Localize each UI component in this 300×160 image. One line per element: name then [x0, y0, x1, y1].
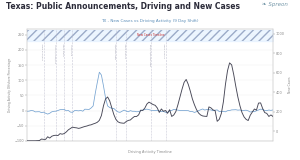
Text: Shelter In Place: Shelter In Place [43, 44, 44, 60]
Y-axis label: Driving Activity Offshore Percentage: Driving Activity Offshore Percentage [8, 58, 12, 112]
Text: ❧ Spreon: ❧ Spreon [262, 2, 288, 7]
Y-axis label: New Cases: New Cases [288, 76, 292, 93]
Text: Schools Open: Schools Open [126, 44, 127, 58]
Text: Restaurants Open: Restaurants Open [55, 44, 57, 63]
Text: New Cases Timeline: New Cases Timeline [137, 33, 165, 37]
Text: Mask Mandate Lifted: Mask Mandate Lifted [150, 44, 152, 66]
Text: Schools Open: Schools Open [165, 44, 166, 58]
Text: TX - New Cases vs Driving Activity (9 Day Shift): TX - New Cases vs Driving Activity (9 Da… [101, 19, 199, 23]
Text: Bars Open: Bars Open [72, 44, 73, 55]
Text: Texas: Public Announcements, Driving and New Cases: Texas: Public Announcements, Driving and… [6, 2, 240, 11]
Text: Driving Activity Timeline: Driving Activity Timeline [128, 150, 172, 154]
Text: Mask Mandate: Mask Mandate [115, 44, 116, 59]
Text: Gyms Open: Gyms Open [64, 44, 65, 56]
